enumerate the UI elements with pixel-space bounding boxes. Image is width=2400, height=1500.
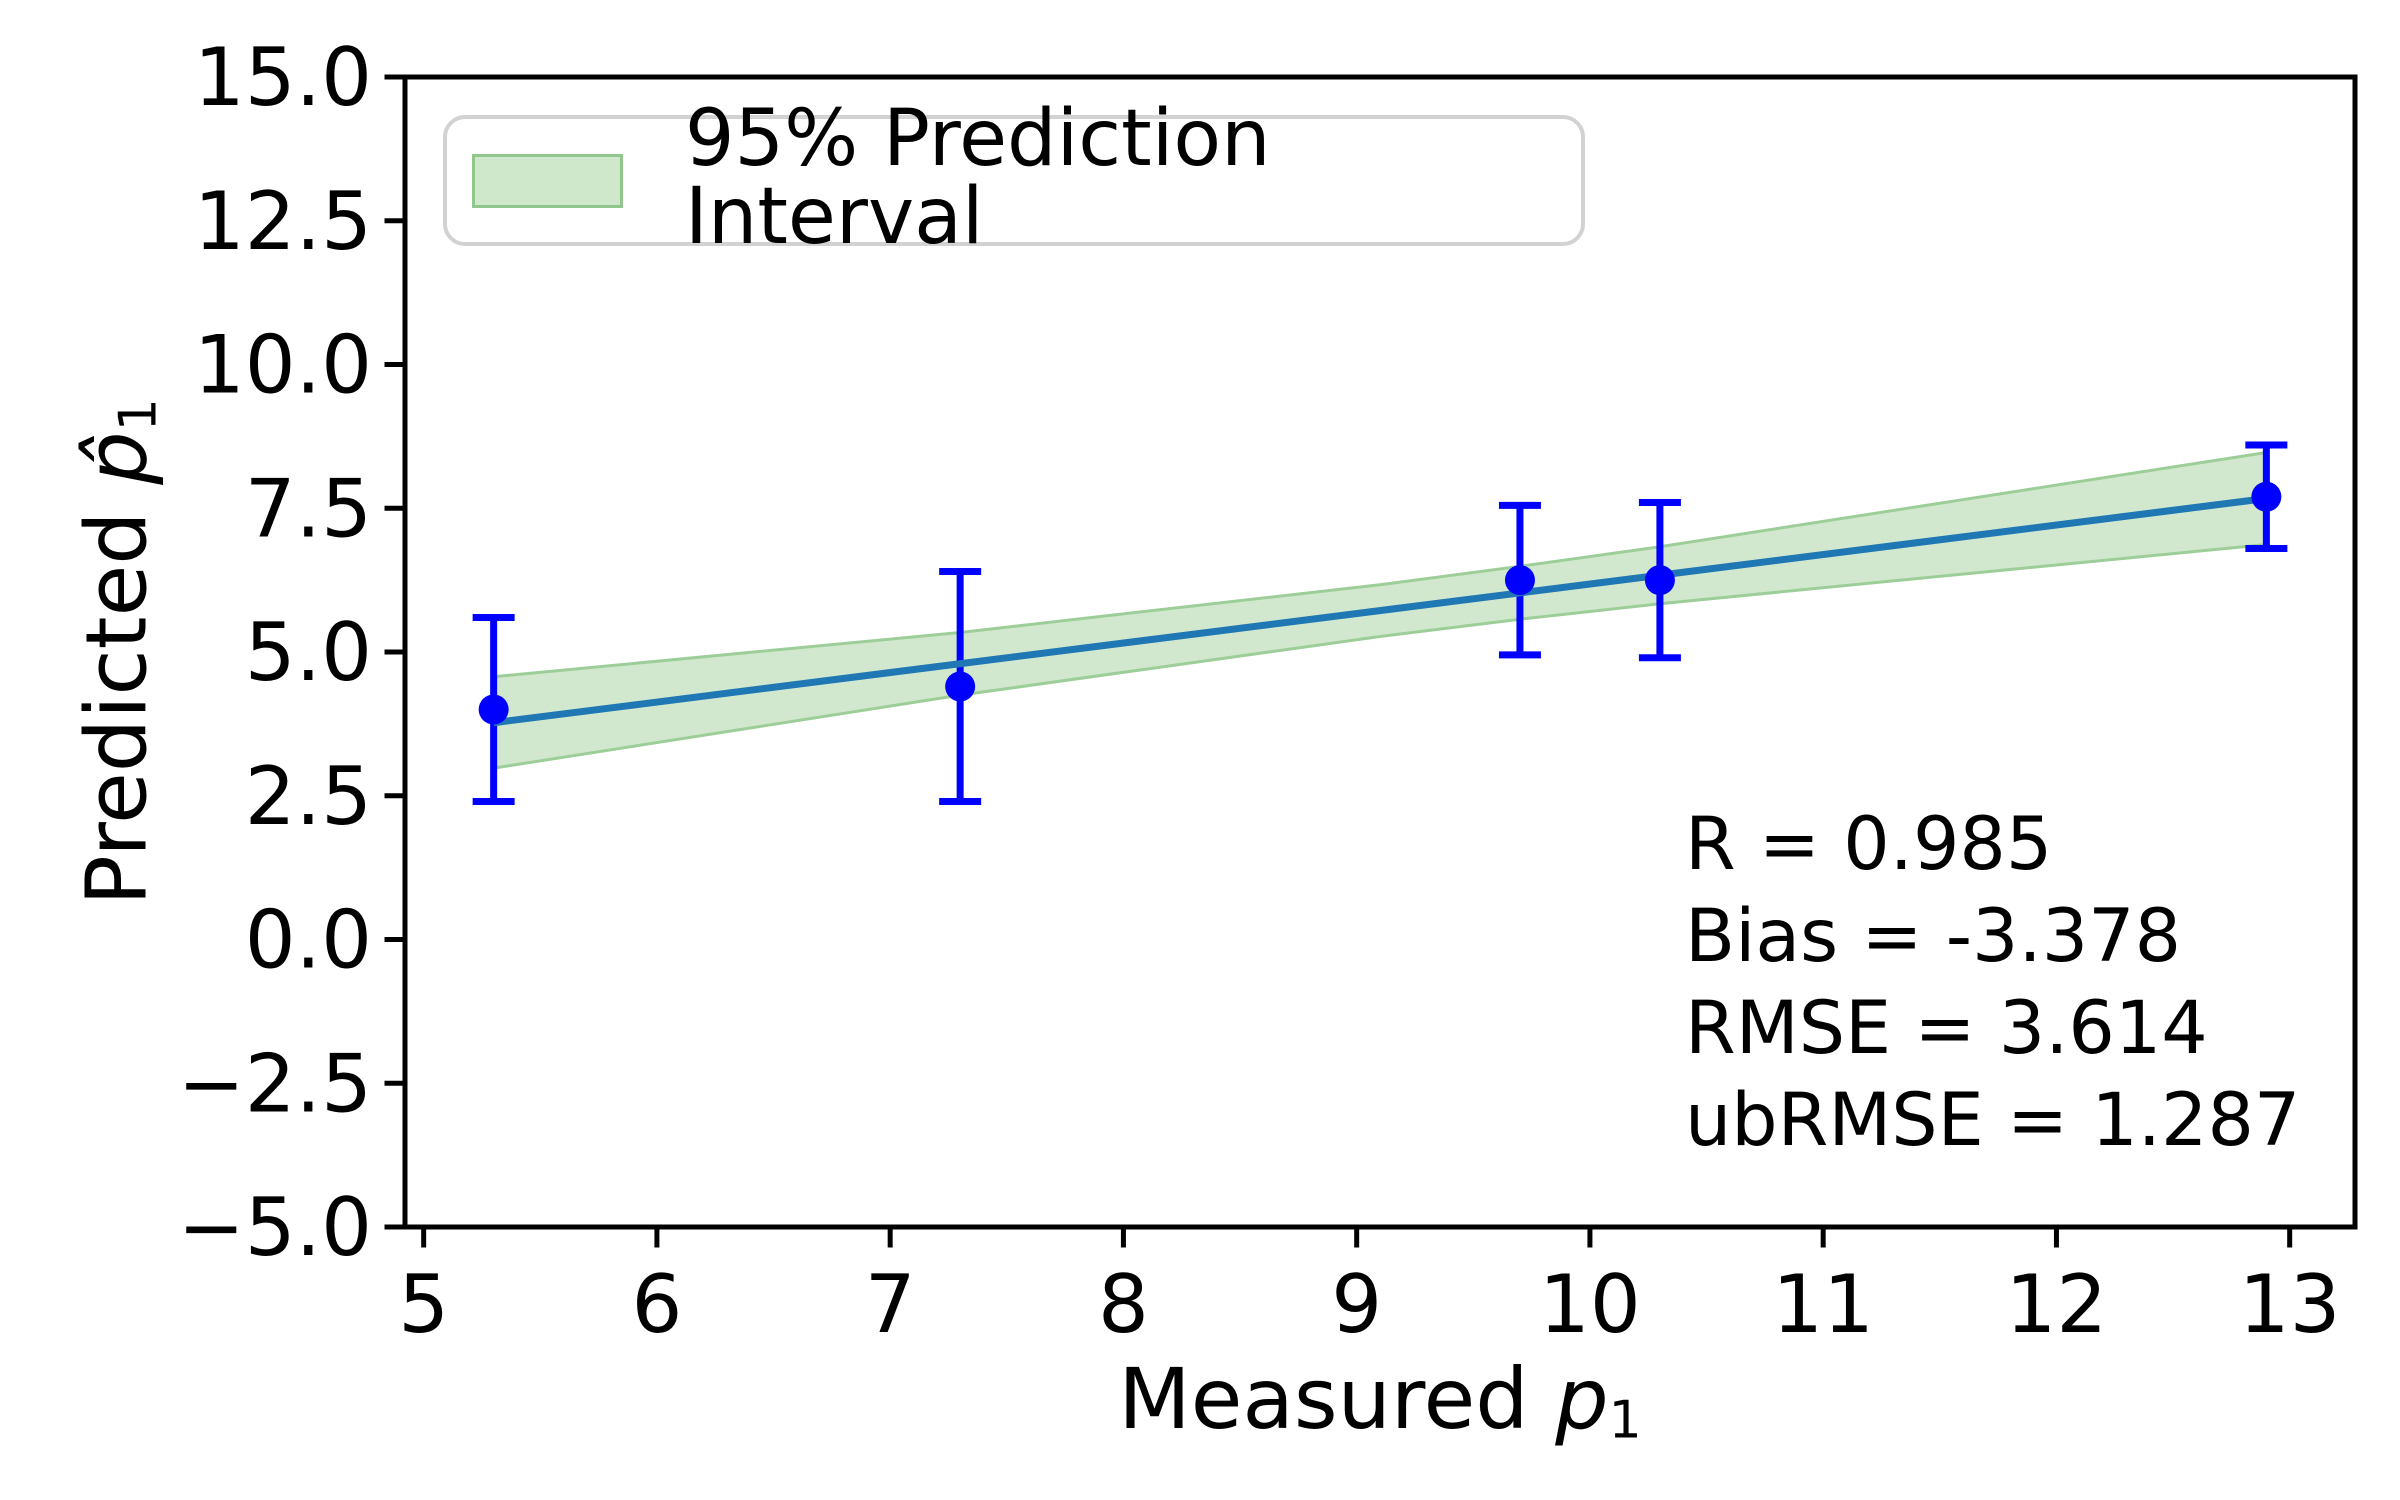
y-axis-label-symbol: p̂: [67, 431, 166, 485]
legend-label: 95% Prediction Interval: [684, 93, 1271, 262]
stat-line-ubrmse: ubRMSE = 1.287: [1685, 1078, 2301, 1163]
x-axis-label-subscript: 1: [1608, 1390, 1642, 1451]
y-tick-label: 5.0: [245, 606, 372, 699]
x-axis-label: Measured p1: [405, 1350, 2355, 1451]
stat-line-bias: Bias = -3.378: [1685, 894, 2182, 979]
y-tick-label: 2.5: [245, 750, 372, 843]
legend-band-swatch: [472, 153, 623, 208]
data-point-markers: [478, 481, 2282, 725]
x-axis-label-symbol: p: [1555, 1350, 1609, 1448]
y-tick-label: 0.0: [245, 894, 372, 987]
x-axis-ticks: [421, 1229, 2293, 1248]
y-tick-label: 10.0: [194, 319, 372, 412]
data-point-marker: [1644, 565, 1675, 596]
x-tick-label: 11: [1772, 1258, 1874, 1351]
regression-line: [493, 495, 2267, 727]
x-tick-label: 12: [2006, 1258, 2108, 1351]
axes-frame: [402, 74, 2358, 1230]
stat-line-r: R = 0.985: [1685, 802, 2053, 887]
y-tick-label: −5.0: [178, 1181, 372, 1274]
y-tick-label: −2.5: [178, 1037, 372, 1130]
x-axis-tick-labels: 5 6 7 8 9 10 11 12 13: [398, 1258, 2340, 1351]
stats-annotation: R = 0.985 Bias = -3.378 RMSE = 3.614 ubR…: [1685, 799, 2300, 1167]
data-point-marker: [478, 694, 509, 725]
y-tick-label: 7.5: [245, 462, 372, 555]
y-tick-label: 15.0: [194, 31, 372, 124]
x-tick-label: 6: [631, 1258, 682, 1351]
data-point-marker: [1504, 565, 1535, 596]
stat-line-rmse: RMSE = 3.614: [1685, 986, 2208, 1071]
y-axis-label: Predicted p̂1: [68, 398, 169, 906]
legend-box: 95% Prediction Interval: [443, 100, 1585, 256]
x-tick-label: 9: [1331, 1258, 1382, 1351]
y-tick-label: 12.5: [194, 175, 372, 268]
y-axis-ticks: [384, 74, 403, 1230]
x-tick-label: 7: [865, 1258, 916, 1351]
x-tick-label: 8: [1098, 1258, 1149, 1351]
y-axis-label-text: Predicted: [67, 484, 166, 906]
data-point-marker: [2251, 481, 2282, 512]
x-tick-label: 5: [398, 1258, 449, 1351]
data-point-marker: [945, 671, 976, 702]
x-tick-label: 13: [2239, 1258, 2341, 1351]
y-axis-tick-labels: 15.0 12.5 10.0 7.5 5.0 2.5 0.0 −2.5 −5.0: [178, 31, 372, 1274]
x-tick-label: 10: [1539, 1258, 1641, 1351]
y-axis-label-subscript: 1: [108, 398, 169, 432]
x-axis-label-text: Measured: [1118, 1350, 1556, 1448]
